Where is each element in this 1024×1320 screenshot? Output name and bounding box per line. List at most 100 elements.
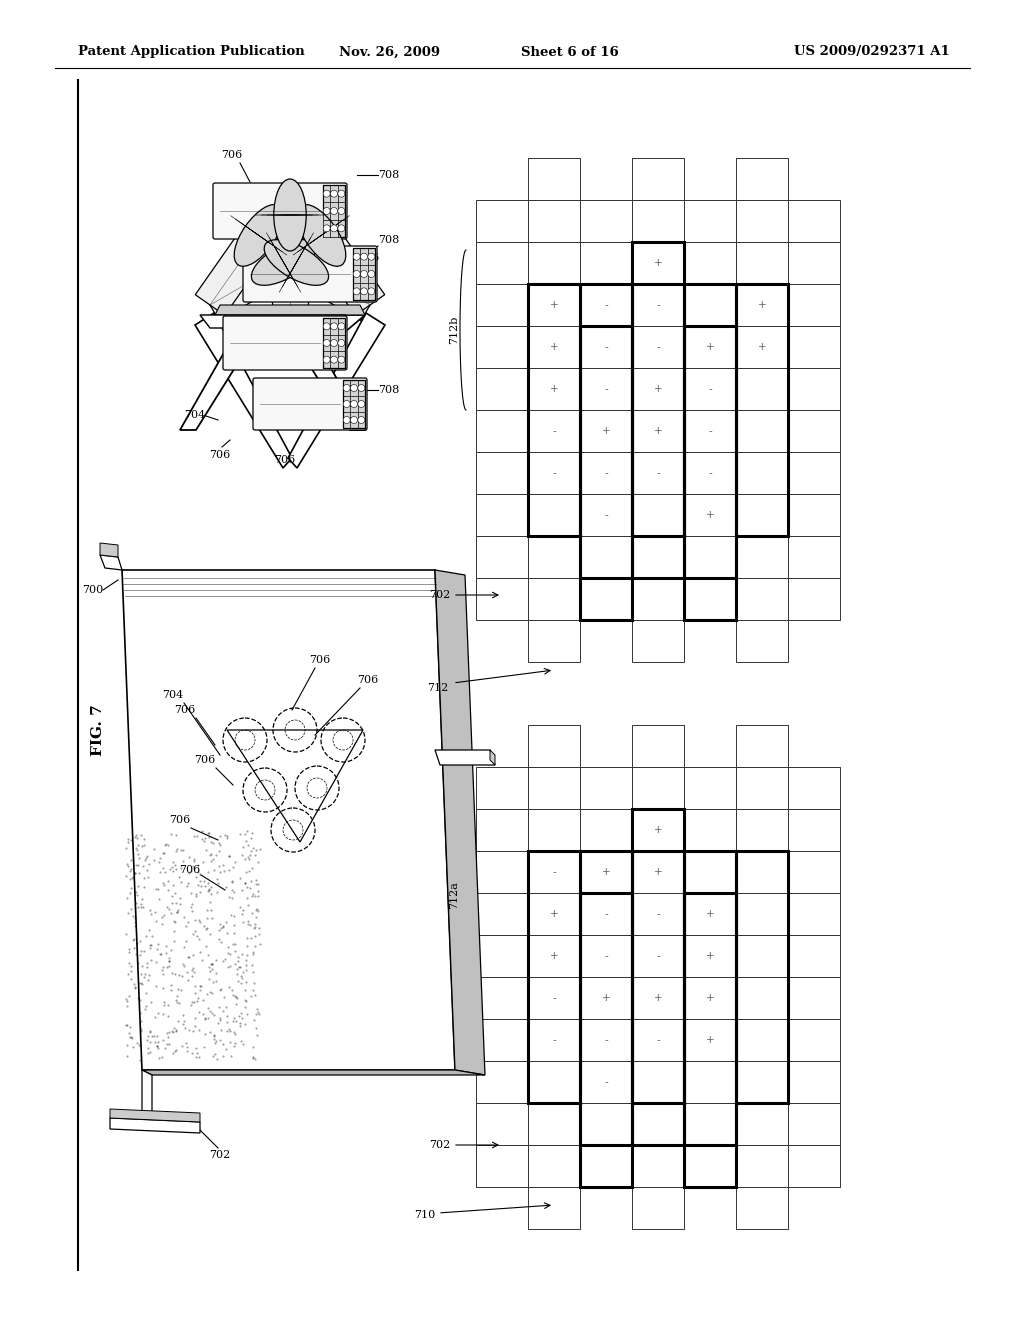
Bar bbox=[684, 201, 736, 242]
Polygon shape bbox=[435, 750, 495, 766]
Bar bbox=[632, 1187, 684, 1229]
Bar bbox=[736, 1187, 788, 1229]
Circle shape bbox=[338, 190, 345, 197]
Bar bbox=[632, 158, 684, 201]
Polygon shape bbox=[100, 543, 118, 557]
Bar bbox=[788, 894, 840, 935]
Circle shape bbox=[331, 356, 338, 363]
Bar bbox=[736, 935, 788, 977]
Text: Sheet 6 of 16: Sheet 6 of 16 bbox=[521, 45, 618, 58]
Bar bbox=[580, 1019, 632, 1061]
Text: 710: 710 bbox=[414, 1210, 435, 1220]
Bar bbox=[528, 411, 580, 451]
Bar bbox=[684, 368, 736, 411]
Bar bbox=[632, 242, 684, 578]
Text: 706: 706 bbox=[357, 675, 379, 685]
Text: 702: 702 bbox=[429, 590, 450, 601]
Bar bbox=[632, 451, 684, 494]
Text: -: - bbox=[604, 384, 608, 393]
Bar bbox=[736, 158, 788, 201]
Bar bbox=[632, 242, 684, 284]
Bar bbox=[528, 284, 580, 326]
Bar bbox=[788, 411, 840, 451]
Text: -: - bbox=[656, 469, 659, 478]
Bar bbox=[476, 851, 528, 894]
Bar bbox=[353, 248, 375, 300]
FancyBboxPatch shape bbox=[223, 315, 347, 370]
Bar bbox=[343, 380, 365, 428]
Polygon shape bbox=[142, 1071, 152, 1125]
Polygon shape bbox=[306, 224, 385, 315]
Bar bbox=[528, 536, 580, 578]
Circle shape bbox=[343, 400, 350, 408]
Bar bbox=[476, 1104, 528, 1144]
Bar bbox=[476, 894, 528, 935]
Bar bbox=[736, 1061, 788, 1104]
Circle shape bbox=[350, 400, 357, 408]
Text: 702: 702 bbox=[209, 1150, 230, 1160]
Circle shape bbox=[357, 400, 365, 408]
FancyBboxPatch shape bbox=[213, 183, 347, 239]
Bar bbox=[788, 242, 840, 284]
Bar bbox=[528, 767, 580, 809]
Bar bbox=[632, 536, 684, 578]
Text: +: + bbox=[550, 300, 558, 310]
Bar bbox=[528, 935, 580, 977]
Bar bbox=[323, 185, 345, 238]
Circle shape bbox=[324, 224, 330, 232]
Circle shape bbox=[324, 190, 330, 197]
Bar bbox=[684, 578, 736, 620]
Polygon shape bbox=[200, 315, 346, 327]
Text: -: - bbox=[709, 426, 712, 436]
Bar bbox=[736, 494, 788, 536]
Text: 712a: 712a bbox=[449, 880, 459, 909]
Bar bbox=[580, 326, 632, 578]
Circle shape bbox=[338, 224, 345, 232]
Bar bbox=[580, 451, 632, 494]
Bar bbox=[580, 411, 632, 451]
Bar bbox=[736, 851, 788, 894]
Bar bbox=[580, 935, 632, 977]
Circle shape bbox=[324, 339, 330, 346]
Bar bbox=[684, 326, 736, 578]
Text: +: + bbox=[706, 1035, 715, 1045]
Circle shape bbox=[324, 207, 330, 214]
Ellipse shape bbox=[264, 240, 329, 285]
Bar bbox=[736, 326, 788, 368]
Text: 706: 706 bbox=[221, 150, 243, 160]
Text: +: + bbox=[550, 909, 558, 919]
Bar bbox=[684, 1104, 736, 1144]
Bar bbox=[684, 935, 736, 977]
Bar bbox=[632, 201, 684, 242]
Bar bbox=[476, 977, 528, 1019]
Circle shape bbox=[324, 356, 330, 363]
Bar bbox=[528, 242, 580, 284]
Circle shape bbox=[353, 271, 360, 277]
Bar bbox=[632, 977, 684, 1019]
Bar bbox=[788, 451, 840, 494]
Bar bbox=[632, 1019, 684, 1061]
Text: -: - bbox=[656, 909, 659, 919]
Bar bbox=[736, 536, 788, 578]
Bar bbox=[684, 851, 736, 1187]
Bar bbox=[632, 851, 684, 894]
Bar bbox=[580, 767, 632, 809]
Text: 706: 706 bbox=[174, 705, 195, 715]
Polygon shape bbox=[490, 750, 495, 766]
Circle shape bbox=[331, 339, 338, 346]
Text: 700: 700 bbox=[82, 585, 103, 595]
Bar bbox=[684, 451, 736, 494]
Polygon shape bbox=[110, 1109, 200, 1122]
Circle shape bbox=[368, 271, 375, 277]
Bar bbox=[528, 851, 580, 1104]
Bar bbox=[580, 242, 632, 284]
Circle shape bbox=[350, 417, 357, 424]
Text: FIG. 7: FIG. 7 bbox=[91, 704, 105, 756]
Bar bbox=[632, 620, 684, 663]
Bar bbox=[788, 1061, 840, 1104]
Text: 708: 708 bbox=[378, 385, 399, 395]
Text: Patent Application Publication: Patent Application Publication bbox=[78, 45, 305, 58]
Bar bbox=[632, 1104, 684, 1144]
Bar bbox=[580, 894, 632, 935]
Bar bbox=[684, 894, 736, 935]
